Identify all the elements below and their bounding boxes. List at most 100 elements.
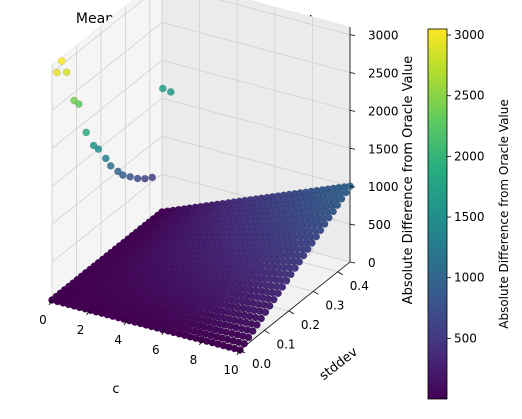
x-tick-label: 10 [223, 363, 238, 377]
outlier-point [119, 171, 127, 179]
z-axis-label: Absolute Difference from Oracle Value [401, 56, 416, 305]
colorbar-tick-label: 1500 [454, 210, 485, 224]
outlier-point [75, 100, 83, 108]
colorbar [427, 28, 448, 400]
surface-point [240, 339, 248, 348]
z-tick-mark [349, 34, 356, 36]
colorbar-ticks: 500 1000 1500 2000 2500 3000 [447, 28, 485, 345]
colorbar-tick-label: 3000 [454, 28, 485, 42]
z-gridline [161, 135, 351, 187]
x-tick-label: 8 [190, 353, 198, 367]
surface-point [333, 201, 342, 209]
z-gridline [161, 97, 351, 149]
z-tick-label: 500 [368, 218, 391, 232]
x-tick-label: 4 [114, 333, 122, 347]
surface-point [337, 194, 346, 203]
y-tick-mark [239, 349, 246, 354]
surface-point [282, 276, 291, 285]
z-gridline [51, 60, 163, 149]
outlier-point [166, 88, 175, 96]
outlier-point [106, 162, 115, 170]
surface-point [299, 251, 308, 260]
x-tick-label: 0 [39, 313, 47, 327]
surface-point [253, 320, 261, 329]
outlier-point [133, 174, 142, 183]
x-tick-mark [236, 349, 241, 356]
surface-point [316, 226, 325, 235]
z-tick-mark [349, 185, 356, 188]
surface-point [308, 239, 316, 247]
surface-point [324, 213, 333, 222]
z-tick-label: 2000 [368, 104, 399, 118]
surface-point [312, 232, 321, 241]
surface-point [291, 264, 299, 272]
y-axis-label: stddev [317, 345, 361, 384]
surface-point [261, 308, 270, 317]
z-tick-mark [349, 72, 356, 74]
surface-point [320, 220, 329, 228]
outlier-point [58, 57, 66, 65]
surface-point [274, 289, 282, 298]
z-gridline [161, 22, 351, 73]
colorbar-tick-label: 2000 [454, 149, 485, 163]
surface-point [248, 327, 257, 335]
y-tick-label: 0.2 [301, 318, 320, 332]
scatter-surface [48, 182, 354, 354]
x-tick-mark [161, 329, 166, 336]
y-tick-label: 0.3 [325, 298, 344, 312]
z-gridline [51, 173, 163, 263]
z-gridline [51, 135, 163, 225]
outlier-point [158, 84, 167, 93]
y-tick-label: 0.0 [252, 357, 271, 371]
z-tick-mark [349, 109, 356, 112]
colorbar-tick-label: 500 [454, 331, 477, 345]
x-tick-mark [86, 309, 90, 316]
y-axis-line [239, 261, 351, 351]
z-tick-label: 0 [368, 256, 376, 270]
surface-point [269, 295, 278, 304]
z-tick-label: 1000 [368, 180, 399, 194]
outlier-point [102, 154, 110, 163]
z-tick-mark [349, 261, 356, 264]
z-gridline [51, 0, 144, 73]
colorbar-label: Absolute Difference from Oracle Value [497, 99, 511, 329]
outlier-point [62, 68, 71, 76]
x-axis-label: c [112, 382, 119, 397]
surface-point [257, 314, 266, 323]
surface-point [286, 270, 295, 279]
y-tick-mark [337, 271, 343, 276]
z-tick-label: 3000 [368, 29, 399, 43]
z-gridline [51, 97, 163, 187]
surface-point [329, 207, 337, 216]
z-tick-mark [349, 223, 356, 226]
scatter-outliers [53, 57, 175, 183]
z-tick-label: 2500 [368, 66, 399, 80]
surface-point [295, 257, 304, 266]
colorbar-tick-label: 1000 [454, 271, 485, 285]
y-tick-label: 0.4 [350, 279, 369, 293]
x-tick-label: 6 [152, 343, 160, 357]
outlier-point [82, 128, 90, 137]
surface-point [303, 245, 312, 253]
x-tick-mark [48, 299, 53, 306]
outlier-point [94, 145, 103, 153]
x-tick-mark [123, 319, 128, 326]
colorbar-tick-label: 2500 [454, 89, 485, 103]
z-tick-label: 1500 [368, 142, 399, 156]
axis-ticks: 0 2 4 6 8 10 0.0 0.1 0.2 0.3 0.4 0 500 1000 1500 2000 25… [39, 29, 398, 377]
outlier-point [148, 173, 156, 182]
y-tick-mark [264, 330, 270, 334]
outlier-point [141, 174, 149, 183]
surface-point [341, 188, 350, 197]
surface-point [278, 283, 287, 291]
z-tick-mark [349, 147, 356, 150]
outlier-point [53, 68, 61, 77]
y-tick-label: 0.1 [276, 337, 295, 351]
z-gridline [51, 22, 163, 111]
outlier-point [114, 167, 122, 176]
x-tick-mark [199, 339, 203, 346]
z-gridline [161, 60, 351, 111]
y-tick-mark [313, 290, 319, 295]
surface-point [265, 302, 274, 310]
